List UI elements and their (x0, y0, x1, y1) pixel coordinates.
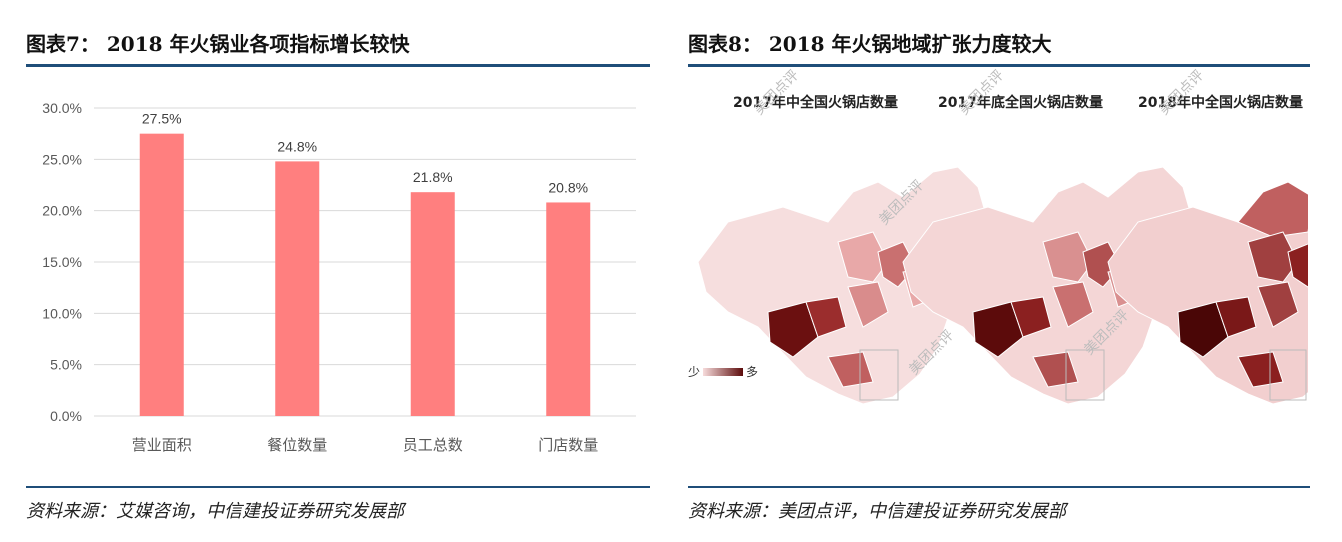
legend-high-label: 多 (746, 365, 759, 379)
south-sea-inset-2 (1065, 349, 1105, 401)
left-figure-title: 图表7： 2018 年火锅业各项指标增长较快 (26, 32, 410, 56)
bar (139, 133, 184, 416)
y-tick-label: 15.0% (42, 254, 82, 270)
x-category-label: 门店数量 (538, 436, 598, 454)
south-sea-inset-3 (1269, 349, 1307, 401)
map-title-2017-end: 2017年底全国火锅店数量 (938, 95, 1103, 111)
map-2018-mid (1107, 166, 1308, 404)
y-tick-label: 30.0% (42, 100, 82, 116)
left-title-rule (26, 64, 650, 67)
y-tick-label: 25.0% (42, 151, 82, 167)
right-title-rule (688, 64, 1310, 67)
map-legend: 少 多 (688, 363, 758, 380)
bar (275, 161, 320, 416)
map-title-2017-mid: 2017年中全国火锅店数量 (733, 95, 898, 111)
bar (410, 192, 455, 416)
right-source-rule (688, 486, 1310, 488)
legend-gradient (703, 367, 744, 376)
map-2017-mid (697, 166, 989, 404)
south-sea-inset-1 (859, 349, 899, 401)
left-source-text: 资料来源：艾媒咨询，中信建投证券研究发展部 (26, 501, 404, 522)
y-tick-label: 5.0% (50, 357, 82, 373)
x-category-label: 餐位数量 (267, 436, 327, 454)
china-maps-svg (697, 166, 1308, 404)
hotpot-expansion-maps: 2017年中全国火锅店数量 2017年底全国火锅店数量 2018年中全国火锅店数… (688, 67, 1308, 404)
y-tick-label: 0.0% (50, 408, 82, 424)
y-tick-label: 10.0% (42, 305, 82, 321)
x-category-label: 营业面积 (132, 436, 192, 454)
bar-data-label: 20.8% (548, 179, 588, 195)
right-figure-title: 图表8： 2018 年火锅地域扩张力度较大 (688, 32, 1052, 56)
y-tick-label: 20.0% (42, 203, 82, 219)
bar-data-label: 24.8% (277, 138, 317, 154)
right-source-text: 资料来源：美团点评，中信建投证券研究发展部 (688, 501, 1066, 522)
bar (546, 202, 591, 416)
left-source-rule (26, 486, 650, 488)
map-title-2018-mid: 2018年中全国火锅店数量 (1138, 95, 1303, 111)
legend-low-label: 少 (688, 365, 701, 379)
bar-data-label: 27.5% (142, 111, 182, 127)
bar-data-label: 21.8% (413, 169, 453, 185)
x-category-label: 员工总数 (403, 436, 463, 454)
growth-bar-chart: 0.0% 5.0% 10.0% 15.0% 20.0% 25.0% 30.0% 27.5% 营业… (42, 100, 636, 454)
